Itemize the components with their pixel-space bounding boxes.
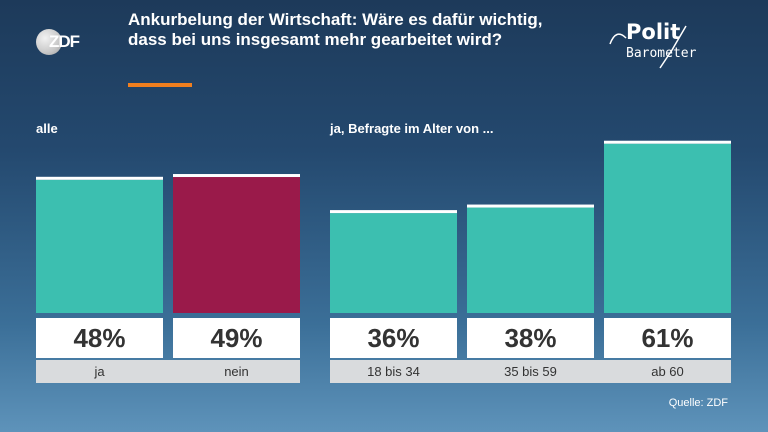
brand-line1: Polit	[626, 20, 681, 44]
category-band-35-bis-59	[467, 360, 594, 383]
category-band-gap-all	[163, 360, 173, 383]
bar-cap-35-bis-59	[467, 204, 594, 208]
category-label-nein: nein	[224, 364, 249, 379]
category-label-ja: ja	[93, 364, 105, 379]
politbarometer-check-icon	[609, 25, 687, 69]
data-label-35-bis-59: 38%	[504, 323, 556, 353]
value-box-35-bis-59	[467, 318, 594, 358]
zdf-logo-icon	[36, 29, 62, 55]
data-label-ja: 48%	[73, 323, 125, 353]
category-band-18-bis-34	[330, 360, 457, 383]
title-accent-rule	[128, 83, 192, 87]
group-label-all: alle	[36, 121, 58, 136]
bar-cap-18-bis-34	[330, 210, 457, 214]
bar-18-bis-34	[330, 213, 457, 313]
category-band-ab-60	[604, 360, 731, 383]
data-label-18-bis-34: 36%	[367, 323, 419, 353]
group-label-age: ja, Befragte im Alter von ...	[330, 121, 494, 136]
source-note: Quelle: ZDF	[668, 397, 728, 409]
category-band-ja	[36, 360, 163, 383]
brand-line2: Barometer	[626, 46, 697, 61]
bar-ab-60	[604, 143, 731, 313]
bar-cap-ab-60	[604, 140, 731, 144]
category-band-nein	[173, 360, 300, 383]
politbarometer-logo: Polit Barometer	[608, 20, 728, 72]
chart-title: Ankurbelung der Wirtschaft: Wäre es dafü…	[128, 10, 543, 49]
bar-35-bis-59	[467, 207, 594, 313]
category-band-gap-age-0	[457, 360, 467, 383]
value-box-18-bis-34	[330, 318, 457, 358]
value-box-ja	[36, 318, 163, 358]
bar-ja	[36, 179, 163, 313]
bar-cap-nein	[173, 174, 300, 178]
zdf-logo: ZDF	[36, 29, 88, 57]
category-band-gap-age-1	[594, 360, 604, 383]
value-box-ab-60	[604, 318, 731, 358]
bar-cap-ja	[36, 176, 163, 180]
category-label-35-bis-59: 35 bis 59	[504, 364, 557, 379]
category-label-18-bis-34: 18 bis 34	[367, 364, 420, 379]
data-label-nein: 49%	[210, 323, 262, 353]
bar-nein	[173, 177, 300, 313]
value-box-nein	[173, 318, 300, 358]
category-label-ab-60: ab 60	[651, 364, 684, 379]
zdf-logo-text: ZDF	[49, 32, 80, 51]
data-label-ab-60: 61%	[641, 323, 693, 353]
